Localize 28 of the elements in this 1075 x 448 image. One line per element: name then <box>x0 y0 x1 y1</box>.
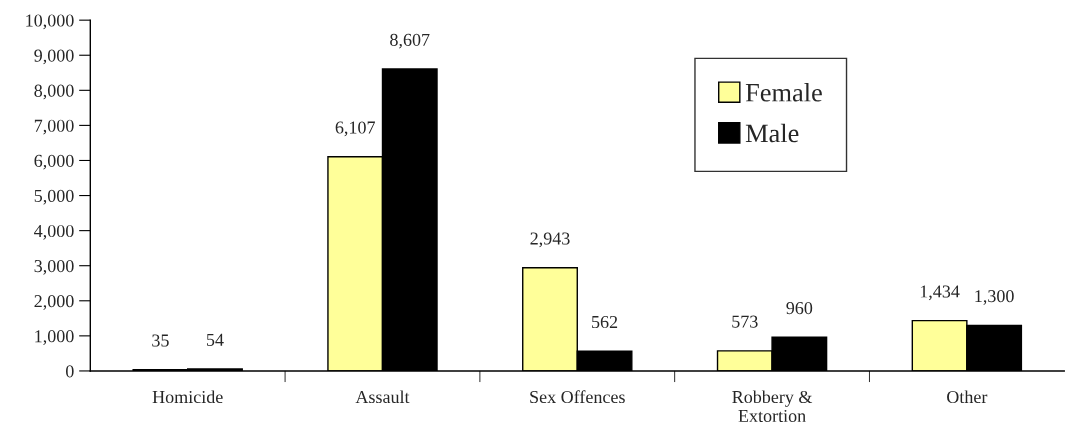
y-tick-label: 0 <box>65 365 74 378</box>
y-tick-label: 9,000 <box>34 49 74 65</box>
y-tick-label: 1,000 <box>35 330 74 345</box>
y-tick-label: 8,000 <box>34 84 74 100</box>
data-label: 960 <box>786 301 813 315</box>
data-label: 54 <box>206 333 224 346</box>
y-tick-label: 2,000 <box>34 295 74 310</box>
y-tick-label: 7,000 <box>34 119 74 135</box>
y-tick-label: 10,000 <box>26 14 74 30</box>
legend-label: Female <box>745 83 822 102</box>
data-label: 573 <box>732 315 758 328</box>
x-tick-label: Assault <box>355 390 410 404</box>
y-tick-label: 5,000 <box>34 189 74 205</box>
data-label: 35 <box>152 334 169 347</box>
data-label: 6,107 <box>335 121 376 137</box>
data-label: 2,943 <box>530 232 570 248</box>
data-label: 1,434 <box>920 285 960 301</box>
x-tick-label: Sex Offences <box>530 390 625 404</box>
x-tick-label: Other <box>947 390 988 404</box>
x-tick-label: Robbery & Extortion <box>732 390 813 423</box>
y-tick-label: 3,000 <box>34 259 74 275</box>
x-tick-label: Homicide <box>152 390 223 404</box>
y-tick-label: 4,000 <box>34 224 74 240</box>
legend-label: Male <box>745 123 799 143</box>
data-label: 8,607 <box>390 33 430 49</box>
data-label: 562 <box>592 315 618 329</box>
y-tick-label: 6,000 <box>34 154 74 170</box>
data-label: 1,300 <box>975 290 1014 305</box>
